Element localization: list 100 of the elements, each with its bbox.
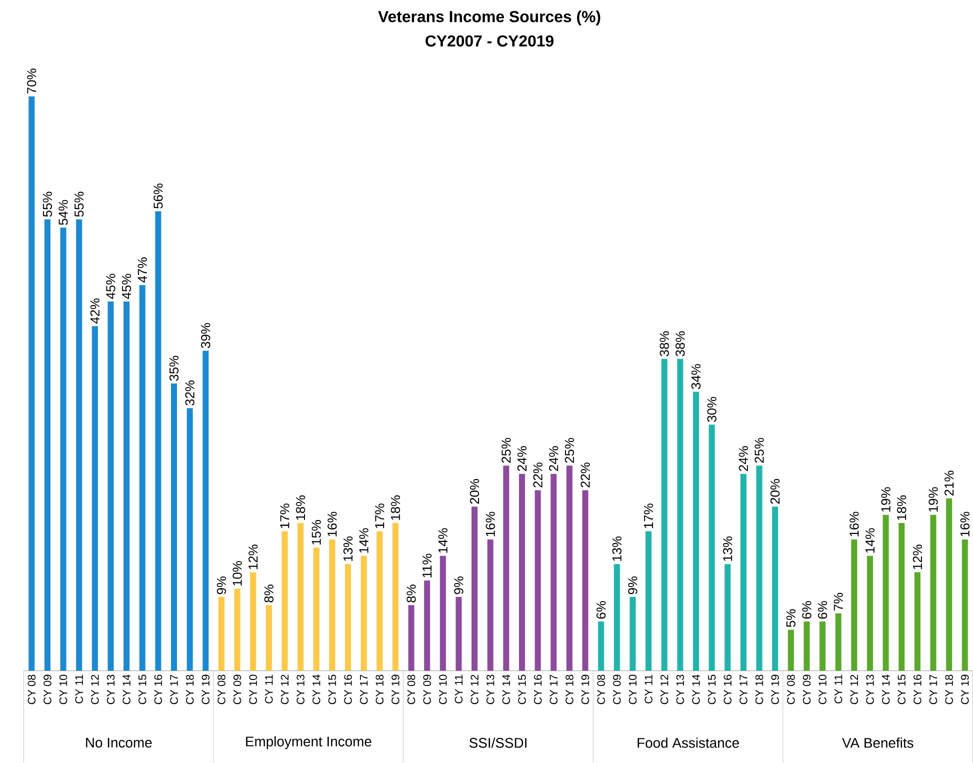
data-label: 35% bbox=[169, 356, 179, 381]
bar bbox=[550, 474, 557, 671]
x-tick-label: CY 18 bbox=[186, 674, 194, 704]
data-label: 17% bbox=[280, 504, 290, 528]
data-label: 11% bbox=[422, 554, 432, 578]
bar bbox=[155, 211, 162, 671]
bar bbox=[108, 302, 114, 671]
data-label: 45% bbox=[122, 274, 132, 300]
bar bbox=[772, 506, 778, 671]
x-tick-label: CY 17 bbox=[929, 674, 938, 704]
data-label: 21% bbox=[944, 470, 954, 496]
x-tick-label: CY 17 bbox=[550, 674, 558, 704]
x-tick-label: CY 12 bbox=[91, 674, 99, 704]
x-tick-label: CY 11 bbox=[644, 674, 652, 704]
x-tick-label: CY 15 bbox=[708, 674, 716, 704]
data-label: 25% bbox=[754, 438, 764, 463]
data-label: 16% bbox=[328, 512, 337, 536]
x-tick-label: CY 14 bbox=[692, 674, 700, 704]
bar bbox=[518, 474, 525, 671]
x-tick-label: CY 16 bbox=[914, 674, 922, 704]
x-tick-label: CY 16 bbox=[724, 674, 732, 704]
data-label: 54% bbox=[58, 200, 68, 225]
data-label: 15% bbox=[312, 520, 321, 545]
x-tick-label: CY 08 bbox=[28, 674, 36, 704]
text: No Income bbox=[86, 738, 152, 748]
x-tick-label: CY 11 bbox=[454, 674, 463, 704]
bar bbox=[44, 219, 50, 671]
bar bbox=[946, 498, 952, 671]
bar bbox=[472, 506, 478, 671]
data-label: 25% bbox=[564, 438, 574, 463]
x-tick-label: CY 13 bbox=[676, 674, 684, 704]
x-tick-label: CY 13 bbox=[866, 674, 874, 704]
bar bbox=[392, 523, 398, 671]
data-label: 45% bbox=[106, 274, 116, 300]
bar bbox=[266, 605, 272, 671]
data-label: 14% bbox=[359, 528, 368, 553]
bar bbox=[708, 424, 715, 671]
data-label: 19% bbox=[928, 487, 938, 512]
data-label: 12% bbox=[248, 544, 258, 570]
x-tick-label: CY 16 bbox=[344, 674, 352, 704]
bar bbox=[804, 622, 810, 671]
x-tick-label: CY 13 bbox=[106, 674, 115, 704]
data-label: 16% bbox=[850, 512, 859, 536]
bar bbox=[756, 466, 762, 671]
data-label: 55% bbox=[42, 192, 52, 217]
x-tick-label: CY 19 bbox=[202, 674, 210, 704]
data-label: 13% bbox=[612, 536, 622, 561]
x-tick-label: CY 15 bbox=[328, 674, 336, 704]
bar bbox=[329, 540, 336, 671]
data-label: 22% bbox=[533, 462, 542, 488]
bar bbox=[345, 564, 351, 671]
x-tick-label: CY 14 bbox=[312, 674, 320, 704]
bar bbox=[282, 531, 288, 671]
data-label: 6% bbox=[802, 601, 812, 619]
x-tick-label: CY 12 bbox=[280, 674, 289, 704]
x-tick-label: CY 11 bbox=[834, 674, 842, 704]
data-label: 9% bbox=[454, 576, 464, 594]
data-label: 5% bbox=[786, 609, 796, 628]
data-label: 39% bbox=[201, 323, 210, 348]
x-tick-label: CY 13 bbox=[296, 674, 304, 704]
data-label: 18% bbox=[390, 495, 400, 520]
bar bbox=[614, 564, 620, 671]
bar bbox=[724, 564, 731, 671]
bar bbox=[408, 605, 414, 671]
data-label: 18% bbox=[296, 495, 306, 520]
bar bbox=[92, 326, 98, 671]
x-tick-label: CY 16 bbox=[154, 674, 162, 704]
data-label: 16% bbox=[486, 512, 495, 536]
data-label: 17% bbox=[644, 504, 654, 528]
data-label: 47% bbox=[138, 257, 147, 283]
bar bbox=[930, 514, 936, 671]
bar bbox=[582, 490, 588, 671]
data-label: 8% bbox=[264, 584, 274, 602]
chart-title: Veterans Income Sources (%) bbox=[378, 10, 600, 26]
x-tick-label: CY 19 bbox=[771, 674, 779, 704]
x-tick-label: CY 11 bbox=[75, 674, 83, 704]
bar bbox=[234, 588, 240, 671]
data-label: 24% bbox=[738, 446, 748, 472]
bar bbox=[914, 572, 920, 671]
bar bbox=[835, 613, 842, 671]
x-tick-label: CY 14 bbox=[882, 674, 890, 704]
bar bbox=[60, 228, 66, 671]
x-tick-label: CY 08 bbox=[787, 674, 795, 704]
x-tick-label: CY 18 bbox=[566, 674, 574, 704]
bar bbox=[820, 622, 826, 671]
bar bbox=[534, 490, 541, 671]
bar bbox=[487, 540, 494, 671]
data-label: 19% bbox=[881, 487, 890, 512]
bar bbox=[646, 531, 652, 671]
x-tick-label: CY 12 bbox=[660, 674, 668, 704]
bar bbox=[851, 540, 858, 671]
bar bbox=[298, 523, 304, 671]
x-tick-label: CY 15 bbox=[138, 674, 146, 704]
bar bbox=[313, 548, 320, 671]
bar bbox=[740, 474, 746, 671]
x-tick-label: CY 10 bbox=[439, 674, 447, 704]
x-tick-label: CY 17 bbox=[740, 674, 748, 704]
x-tick-label: CY 18 bbox=[945, 674, 953, 704]
bar bbox=[598, 622, 604, 671]
x-tick-label: CY 09 bbox=[233, 674, 242, 704]
